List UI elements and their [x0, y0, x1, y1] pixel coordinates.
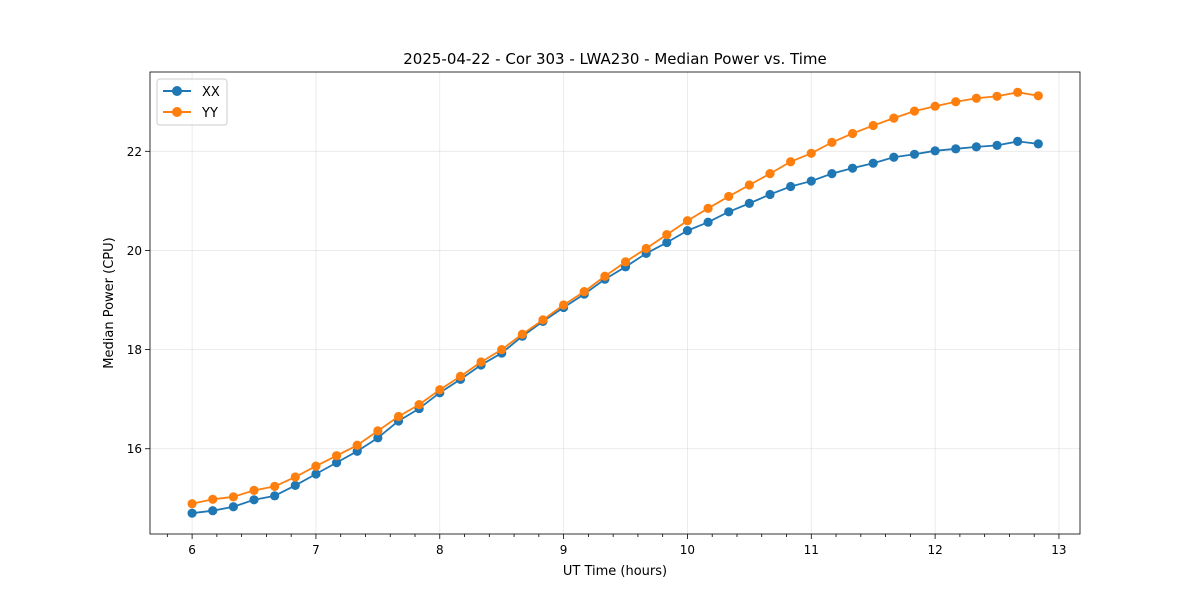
- data-point-yy: [393, 411, 404, 422]
- data-point-yy: [1033, 91, 1043, 101]
- data-point-yy: [765, 169, 775, 179]
- data-point-xx: [971, 142, 981, 152]
- series-yy: [187, 87, 1043, 509]
- data-point-xx: [806, 176, 816, 186]
- x-tick-label: 13: [1051, 543, 1066, 557]
- data-point-yy: [352, 440, 362, 450]
- data-point-xx: [311, 469, 321, 479]
- data-point-yy: [889, 113, 899, 123]
- legend-label-xx: XX: [202, 85, 220, 100]
- data-point-yy: [971, 93, 981, 103]
- data-point-xx: [682, 226, 693, 236]
- data-point-xx: [228, 502, 238, 512]
- data-point-yy: [682, 216, 693, 226]
- data-point-yy: [476, 357, 486, 367]
- data-point-yy: [600, 271, 610, 281]
- data-point-yy: [868, 120, 878, 131]
- data-point-yy: [909, 106, 920, 116]
- data-point-xx: [331, 458, 342, 468]
- x-tick-label: 6: [188, 543, 196, 557]
- data-point-yy: [435, 385, 445, 395]
- data-point-xx: [1013, 136, 1023, 146]
- y-tick-label: 16: [127, 442, 142, 456]
- y-axis-label: Median Power (CPU): [102, 237, 117, 368]
- data-point-yy: [559, 300, 569, 310]
- data-point-xx: [703, 217, 713, 227]
- data-point-yy: [208, 494, 218, 504]
- data-point-yy: [703, 203, 713, 213]
- data-point-yy: [847, 128, 858, 139]
- data-point-xx: [724, 207, 734, 217]
- data-point-xx: [249, 495, 259, 505]
- y-tick-label: 18: [127, 343, 142, 357]
- data-point-yy: [806, 148, 816, 158]
- data-point-yy: [744, 180, 754, 190]
- data-point-yy: [373, 426, 383, 436]
- x-axis: 6 7 8 9 10 11 12 13: [166, 534, 1067, 557]
- x-tick-label: 7: [312, 543, 320, 557]
- data-point-xx: [290, 480, 300, 491]
- x-tick-label: 10: [680, 543, 695, 557]
- data-point-xx: [909, 149, 920, 159]
- data-point-yy: [290, 472, 300, 482]
- data-point-xx: [951, 144, 961, 154]
- data-point-xx: [270, 491, 280, 501]
- data-point-xx: [1033, 139, 1043, 149]
- x-tick-label: 9: [560, 543, 568, 557]
- data-point-yy: [311, 461, 321, 471]
- x-tick-label: 11: [804, 543, 819, 557]
- plot-frame: [149, 71, 1081, 535]
- data-point-yy: [538, 315, 548, 325]
- grid: [150, 72, 1080, 534]
- data-point-xx: [373, 433, 383, 443]
- data-point-yy: [270, 481, 280, 492]
- data-point-yy: [228, 492, 238, 502]
- data-point-yy: [951, 97, 961, 107]
- data-point-yy: [641, 243, 651, 254]
- data-point-xx: [992, 140, 1002, 150]
- series-layer: [187, 87, 1043, 518]
- data-point-xx: [786, 181, 796, 192]
- data-point-yy: [930, 101, 940, 111]
- data-point-xx: [889, 152, 899, 162]
- data-point-yy: [414, 400, 424, 410]
- y-tick-label: 20: [127, 244, 142, 258]
- data-point-xx: [208, 506, 218, 516]
- x-axis-label: UT Time (hours): [563, 564, 667, 579]
- data-point-yy: [517, 329, 527, 339]
- legend-marker-xx: [172, 86, 182, 96]
- data-point-yy: [497, 344, 507, 355]
- data-point-xx: [847, 163, 858, 173]
- data-point-yy: [724, 191, 734, 202]
- y-axis: 16 18 20 22: [127, 145, 150, 456]
- data-point-xx: [187, 508, 197, 518]
- data-point-yy: [992, 91, 1002, 101]
- legend-marker-yy: [172, 107, 182, 117]
- data-point-xx: [930, 146, 940, 156]
- data-point-xx: [744, 198, 754, 208]
- data-point-yy: [455, 371, 466, 381]
- legend: XX YY: [156, 78, 228, 126]
- data-point-xx: [827, 169, 837, 179]
- y-tick-label: 22: [127, 145, 142, 159]
- data-point-yy: [827, 137, 837, 147]
- data-point-yy: [1013, 87, 1023, 97]
- chart-title: 2025-04-22 - Cor 303 - LWA230 - Median P…: [403, 50, 827, 68]
- legend-label-yy: YY: [201, 106, 218, 121]
- x-tick-label: 8: [436, 543, 444, 557]
- x-tick-label: 12: [927, 543, 942, 557]
- data-point-yy: [786, 157, 796, 167]
- data-point-yy: [249, 485, 259, 495]
- data-point-xx: [662, 237, 672, 248]
- data-point-yy: [662, 229, 672, 240]
- data-point-yy: [620, 257, 631, 267]
- data-point-xx: [765, 189, 775, 200]
- data-point-xx: [868, 158, 878, 168]
- data-point-yy: [331, 451, 342, 461]
- data-point-yy: [579, 286, 589, 297]
- data-point-yy: [187, 499, 197, 509]
